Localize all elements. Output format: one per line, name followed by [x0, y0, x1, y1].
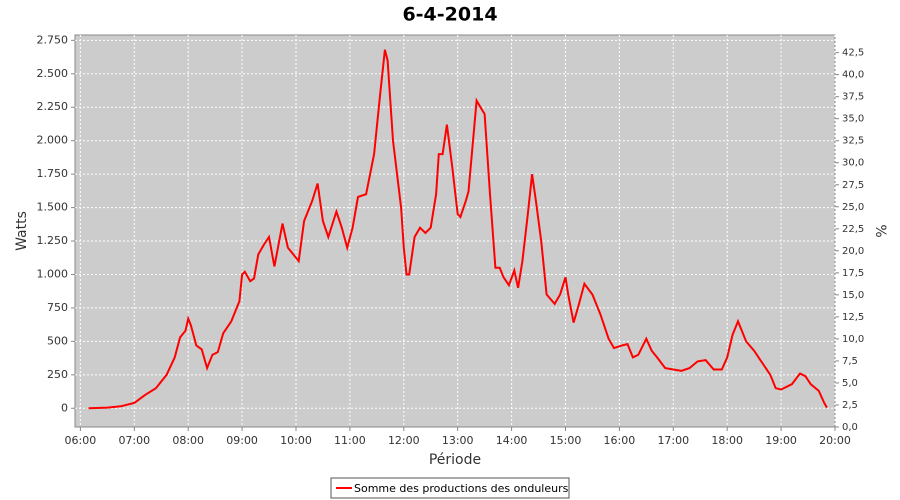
y-tick-label: 2.250: [37, 100, 69, 113]
y-tick-label: 2.750: [37, 33, 69, 46]
y-axis-label: Watts: [14, 211, 30, 251]
y2-tick-label: 27,5: [842, 180, 864, 191]
x-tick-label: 07:00: [118, 434, 150, 447]
y2-tick-label: 7,5: [842, 356, 858, 367]
y2-tick-label: 0,0: [842, 422, 858, 433]
y2-tick-label: 22,5: [842, 224, 864, 235]
legend-label: Somme des productions des onduleurs: [354, 482, 569, 495]
y2-tick-label: 42,5: [842, 48, 864, 59]
y2-tick-label: 12,5: [842, 312, 864, 323]
x-tick-label: 17:00: [657, 434, 689, 447]
y-tick-label: 1.500: [37, 201, 69, 214]
y-tick-label: 500: [47, 334, 68, 347]
y2-tick-label: 5,0: [842, 378, 858, 389]
x-tick-label: 20:00: [819, 434, 851, 447]
y2-tick-label: 30,0: [842, 158, 864, 169]
y2-tick-label: 15,0: [842, 290, 864, 301]
x-axis-label: Période: [429, 452, 481, 468]
x-tick-label: 12:00: [388, 434, 420, 447]
y2-tick-label: 37,5: [842, 92, 864, 103]
y-tick-label: 1.750: [37, 167, 69, 180]
x-tick-label: 16:00: [604, 434, 636, 447]
x-tick-label: 15:00: [550, 434, 582, 447]
y-tick-label: 750: [47, 301, 68, 314]
y2-tick-label: 40,0: [842, 70, 864, 81]
y2-tick-label: 17,5: [842, 268, 864, 279]
x-tick-label: 09:00: [226, 434, 258, 447]
line-series: [88, 49, 828, 410]
y2-tick-label: 32,5: [842, 136, 864, 147]
plot-area: [74, 34, 836, 428]
chart-title: 6-4-2014: [402, 4, 497, 26]
y-tick-label: 1.000: [37, 267, 69, 280]
y-tick-label: 250: [47, 368, 68, 381]
y2-tick-label: 25,0: [842, 202, 864, 213]
x-tick-label: 14:00: [496, 434, 528, 447]
y2-tick-label: 20,0: [842, 246, 864, 257]
y-tick-label: 1.250: [37, 234, 69, 247]
y2-axis-label: %: [872, 224, 888, 237]
y-tick-label: 2.000: [37, 134, 69, 147]
y2-tick-label: 10,0: [842, 334, 864, 345]
x-tick-label: 11:00: [334, 434, 366, 447]
x-tick-label: 19:00: [765, 434, 797, 447]
y2-tick-label: 2,5: [842, 400, 858, 411]
legend-box: [330, 477, 570, 499]
x-tick-label: 18:00: [711, 434, 743, 447]
x-tick-label: 10:00: [280, 434, 312, 447]
x-tick-label: 06:00: [65, 434, 97, 447]
x-tick-label: 13:00: [442, 434, 474, 447]
y2-tick-label: 35,0: [842, 114, 864, 125]
y-tick-label: 2.500: [37, 67, 69, 80]
y-tick-label: 0: [61, 401, 68, 414]
x-tick-label: 08:00: [172, 434, 204, 447]
